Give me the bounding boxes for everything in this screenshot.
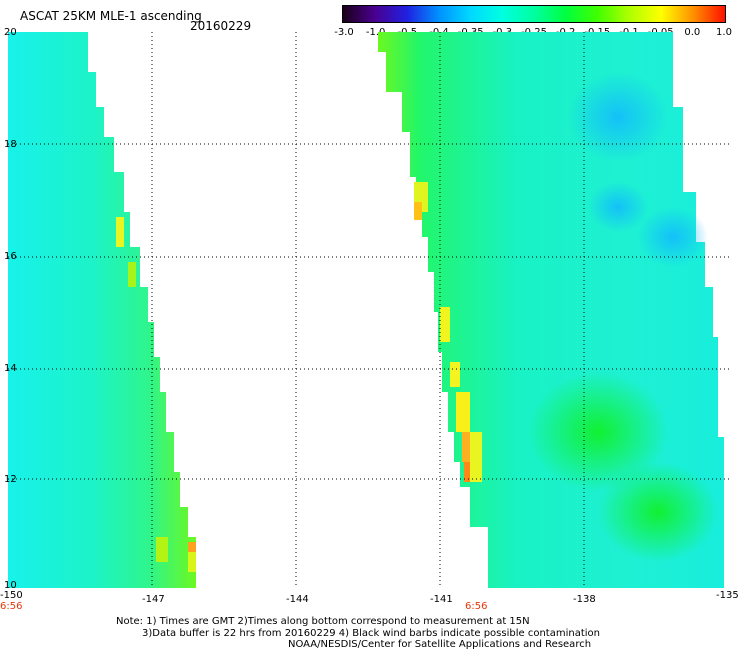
swath-time-right: 6:56: [465, 601, 488, 612]
lon-label-150: -150: [0, 590, 23, 601]
lon-label-147: -147: [142, 594, 165, 605]
lon-label-135: -135: [716, 590, 739, 601]
color-scale-label: 1.0: [716, 27, 732, 38]
color-scale-bar: [342, 5, 726, 23]
swath-time-left: 6:56: [0, 601, 23, 612]
lat-label-10: 10: [4, 580, 17, 591]
right-swath: [378, 32, 724, 588]
color-scale-label: 0.0: [684, 27, 701, 38]
lon-label-144: -144: [286, 594, 309, 605]
note-line-2: 3)Data buffer is 22 hrs from 20160229 4)…: [142, 628, 600, 639]
lat-label-16: 16: [4, 251, 17, 262]
lat-label-20: 20: [4, 27, 17, 38]
product-date: 20160229: [190, 19, 252, 33]
color-scale-label: -3.0: [334, 27, 354, 38]
left-swath: [8, 32, 196, 588]
lat-label-18: 18: [4, 139, 17, 150]
product-title: ASCAT 25KM MLE-1 ascending: [20, 9, 202, 23]
color-scale-label: -1.0: [365, 27, 386, 38]
lat-label-12: 12: [4, 474, 17, 485]
lat-label-14: 14: [4, 363, 17, 374]
note-line-3: NOAA/NESDIS/Center for Satellite Applica…: [288, 639, 592, 650]
lon-label-141: -141: [430, 594, 453, 605]
scatterometer-map: [8, 32, 730, 588]
note-line-1: Note: 1) Times are GMT 2)Times along bot…: [116, 616, 530, 627]
graticule: [8, 32, 730, 588]
lon-label-138: -138: [573, 594, 596, 605]
